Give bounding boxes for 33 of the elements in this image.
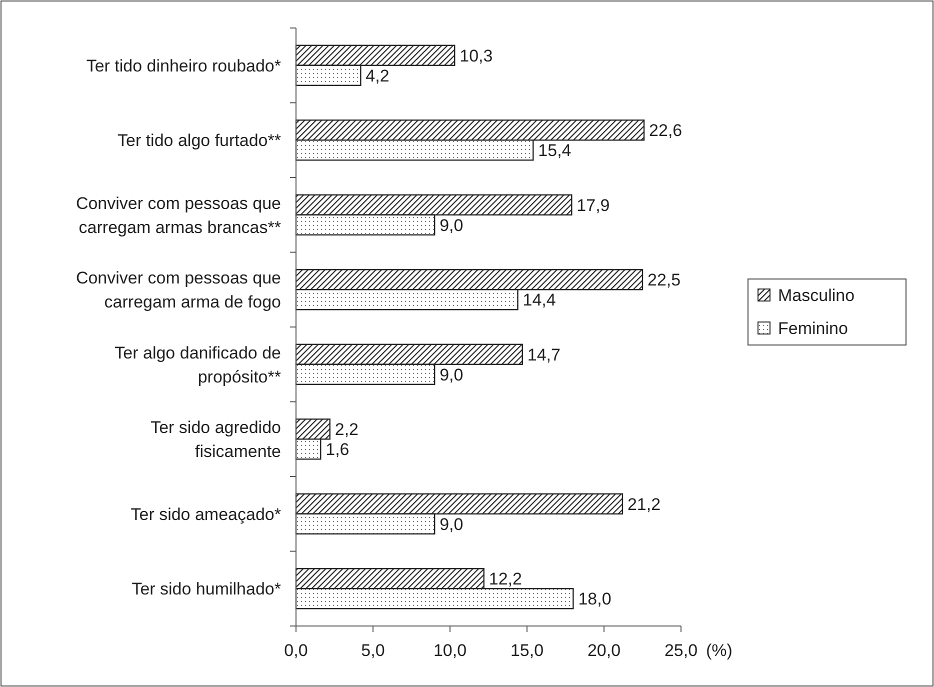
y-tick-label: Ter algo danificado de propósito**	[114, 343, 282, 386]
y-tick-label: Ter sido humilhado*	[132, 580, 282, 599]
x-tick-label: 25,0	[664, 641, 698, 660]
data-label: 9,0	[440, 365, 464, 384]
y-tick-label: Ter tido dinheiro roubado*	[86, 56, 282, 76]
data-label: 12,2	[488, 570, 522, 589]
x-axis-title: (%)	[706, 641, 732, 660]
legend-label: Feminino	[778, 318, 848, 338]
x-tick-label: 5,0	[361, 641, 385, 660]
y-tick-label: Conviver com pessoas que carregam armas brancas**	[76, 194, 282, 237]
data-label: 17,9	[576, 196, 610, 215]
data-label: 2,2	[334, 420, 359, 440]
y-tick-label: Ter tido algo furtado**	[118, 131, 282, 150]
legend-label: Masculino	[778, 286, 855, 305]
y-tick-label: Ter sido agredido fisicamente	[150, 418, 281, 462]
data-label: 4,2	[366, 66, 390, 86]
data-label: 14,7	[527, 345, 560, 364]
x-tick-label: 10,0	[433, 641, 467, 660]
data-label: 18,0	[578, 590, 612, 609]
data-label: 9,0	[440, 514, 464, 534]
data-label: 1,6	[326, 440, 350, 460]
data-label: 21,2	[627, 494, 661, 514]
data-label: 22,5	[648, 270, 681, 290]
data-label: 15,4	[538, 141, 572, 160]
y-tick-label: Ter sido ameaçado*	[130, 504, 282, 524]
data-label: 9,0	[440, 216, 464, 235]
data-label: 22,6	[649, 121, 682, 140]
x-tick-label: 20,0	[587, 641, 621, 660]
x-tick-label: 0,0	[284, 641, 308, 660]
data-label: 14,4	[522, 290, 556, 310]
y-tick-label: Conviver com pessoas que carregam arma de fogo	[76, 268, 281, 312]
data-label: 10,3	[460, 46, 493, 66]
x-tick-label: 15,0	[510, 641, 544, 660]
